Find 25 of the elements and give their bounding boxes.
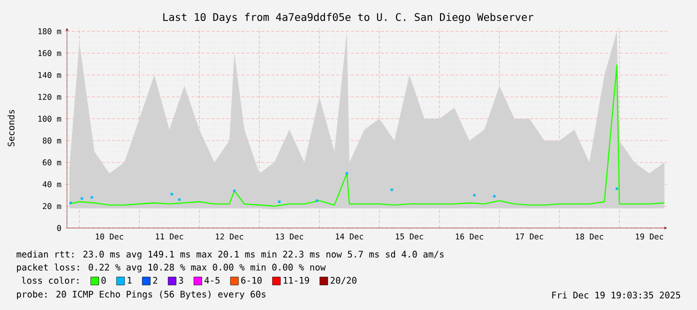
legend-label: 11-19: [284, 276, 310, 284]
legend-label: 6-10: [241, 276, 262, 284]
point: [493, 195, 496, 198]
point: [69, 202, 72, 204]
point: [90, 196, 94, 199]
point: [346, 172, 348, 175]
legend-label: 1: [128, 276, 132, 284]
legend-label: 4-5: [204, 276, 220, 284]
point: [316, 199, 318, 202]
legend-title: loss color:: [22, 276, 78, 284]
chart-title: Last 10 Days from 4a7ea9ddf05e to U. C. San Diego Webserver: [163, 12, 534, 24]
point: [616, 187, 618, 190]
text: median rtt: 23.0 ms avg 149.1 ms max 20.1 ms min 22.3 ms now 5.7 ms sd 4.0 am/s: [16, 250, 444, 260]
point: [80, 197, 84, 200]
legend-label: 3: [178, 276, 184, 284]
legend-label: 20/20: [330, 276, 356, 284]
legend-label: 0: [102, 276, 106, 284]
text: packet loss: 0.22 % avg 10.28 % max 0.00 % min 0.00 % now: [17, 264, 326, 272]
point: [178, 198, 181, 201]
text: Fri Dec 19 19:03:35 2025: [552, 292, 680, 298]
text: probe: 20 ICMP Echo Pings (56 Bytes) every 60s: [17, 290, 266, 300]
point: [233, 190, 236, 192]
point: [170, 192, 174, 196]
y-axis-title: Seconds: [8, 110, 14, 146]
legend-label: 2: [153, 276, 158, 284]
